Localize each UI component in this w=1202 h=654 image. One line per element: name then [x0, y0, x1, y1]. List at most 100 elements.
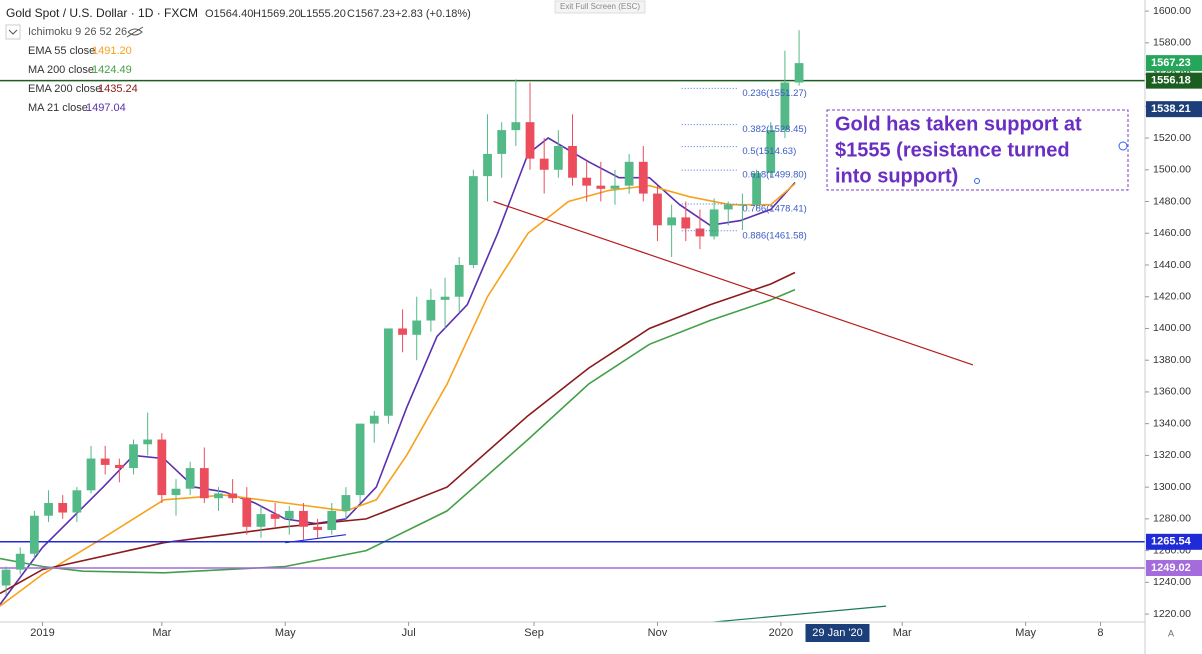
exit-fullscreen[interactable]: [554, 0, 646, 14]
candle-body: [284, 510, 294, 519]
price-tag-label: 1567.23: [1151, 57, 1191, 69]
candle-body: [624, 161, 634, 186]
candle-body: [525, 122, 535, 159]
candle-body: [794, 63, 804, 83]
y-tick-label: 1220.00: [1153, 608, 1191, 620]
price-tag: [1146, 101, 1202, 118]
crosshair-date: 29 Jan '20: [812, 627, 862, 639]
fib-label: 0.886(1461.58): [742, 230, 806, 241]
ohlc-low: L1555.20: [300, 8, 346, 20]
ohlc-change: +2.83 (+0.18%): [395, 8, 471, 20]
candle-body: [242, 498, 252, 527]
candle-body: [596, 185, 606, 189]
candle-body: [299, 510, 308, 527]
legend-name: EMA 200 close: [28, 83, 101, 95]
indicator-name: Ichimoku 9 26 52 26: [28, 26, 127, 38]
x-tick-label: May: [1015, 627, 1036, 639]
y-tick-label: 1360.00: [1153, 386, 1191, 398]
moving-average-line: [0, 183, 796, 607]
collapse-button[interactable]: [5, 24, 21, 40]
annotation-handle[interactable]: [974, 178, 980, 184]
moving-average-line: [0, 288, 796, 574]
candle-body: [723, 204, 733, 210]
candle-body: [752, 172, 761, 205]
hide-icon[interactable]: [126, 26, 144, 38]
candle-body: [610, 185, 620, 189]
candle-body: [72, 490, 82, 513]
candle-body: [58, 502, 68, 513]
candle-body: [483, 153, 492, 177]
moving-average-line: [0, 137, 796, 605]
candle-body: [681, 217, 691, 229]
annotation-handle[interactable]: [1118, 141, 1128, 151]
annotation-text: $1555 (resistance turned: [835, 139, 1070, 161]
candle-body: [766, 130, 776, 173]
legend-value: 1424.49: [92, 64, 132, 76]
y-tick-label: 1300.00: [1153, 481, 1191, 493]
annotation-text: into support): [835, 165, 958, 187]
candle-body: [199, 468, 209, 499]
x-tick-label: 8: [1097, 627, 1103, 639]
candle-body: [440, 296, 450, 300]
trendline: [707, 605, 887, 622]
chart-title: Gold Spot / U.S. Dollar · 1D · FXCM: [6, 6, 198, 20]
candle-body: [709, 209, 719, 237]
ohlc-open: O1564.40: [205, 8, 253, 20]
candle-body: [653, 193, 662, 226]
fib-label: 0.382(1528.45): [742, 124, 806, 135]
candle-body: [568, 145, 577, 178]
legend-name: EMA 55 close: [28, 45, 95, 57]
candle-body: [228, 493, 238, 499]
annotation-box: [826, 109, 1129, 191]
y-tick-label: 1420.00: [1153, 291, 1191, 303]
candle-body: [454, 264, 464, 297]
price-tag-label: 1249.02: [1151, 562, 1191, 574]
fib-label: 0.618(1499.80): [742, 170, 806, 181]
x-tick-label: May: [275, 627, 296, 639]
candle-body: [129, 444, 138, 469]
y-tick-label: 1320.00: [1153, 449, 1191, 461]
candle-body: [157, 439, 167, 496]
x-tick-label: Nov: [648, 627, 668, 639]
x-tick-label: 2020: [769, 627, 793, 639]
x-tick-label: Mar: [893, 627, 912, 639]
candle-body: [384, 328, 393, 416]
candle-body: [185, 468, 195, 489]
x-tick-label: Mar: [152, 627, 171, 639]
y-tick-label: 1440.00: [1153, 259, 1191, 271]
candle-body: [214, 493, 223, 499]
candle-body: [412, 320, 422, 335]
candle-body: [1, 569, 11, 586]
candle-body: [468, 176, 478, 265]
candle-body: [114, 464, 124, 469]
candle-body: [780, 82, 790, 131]
y-tick-label: 1520.00: [1153, 132, 1191, 144]
y-tick-label: 1480.00: [1153, 195, 1191, 207]
candle-body: [313, 526, 322, 530]
fib-label: 0.5(1514.63): [742, 146, 796, 157]
candle-body: [511, 122, 521, 131]
legend-value: 1435.24: [98, 83, 138, 95]
candle-body: [15, 553, 25, 570]
price-tag-label: 1556.18: [1151, 75, 1191, 87]
y-tick-label: 1460.00: [1153, 227, 1191, 239]
plot-area: 0.236(1551.27) 0.382(1528.45) 0.5(1514.63)…: [0, 30, 1145, 622]
y-tick-label: 1240.00: [1153, 576, 1191, 588]
y-tick-label: 1580.00: [1153, 37, 1191, 49]
ohlc-close: C1567.23: [347, 8, 395, 20]
ohlc-high: H1569.20: [253, 8, 301, 20]
crosshair-date-box: [805, 624, 870, 642]
candle-body: [327, 510, 337, 530]
x-tick-label: 2019: [30, 627, 54, 639]
candle-body: [44, 502, 53, 516]
price-tag: [1146, 55, 1202, 72]
candle-body: [30, 515, 39, 554]
legend-name: MA 21 close: [28, 102, 88, 114]
moving-average-line: [0, 271, 796, 595]
candle-body: [497, 130, 507, 154]
candle-body: [270, 514, 280, 519]
fib-label: 0.236(1551.27): [742, 88, 806, 99]
auto-scale[interactable]: A: [1168, 628, 1174, 638]
